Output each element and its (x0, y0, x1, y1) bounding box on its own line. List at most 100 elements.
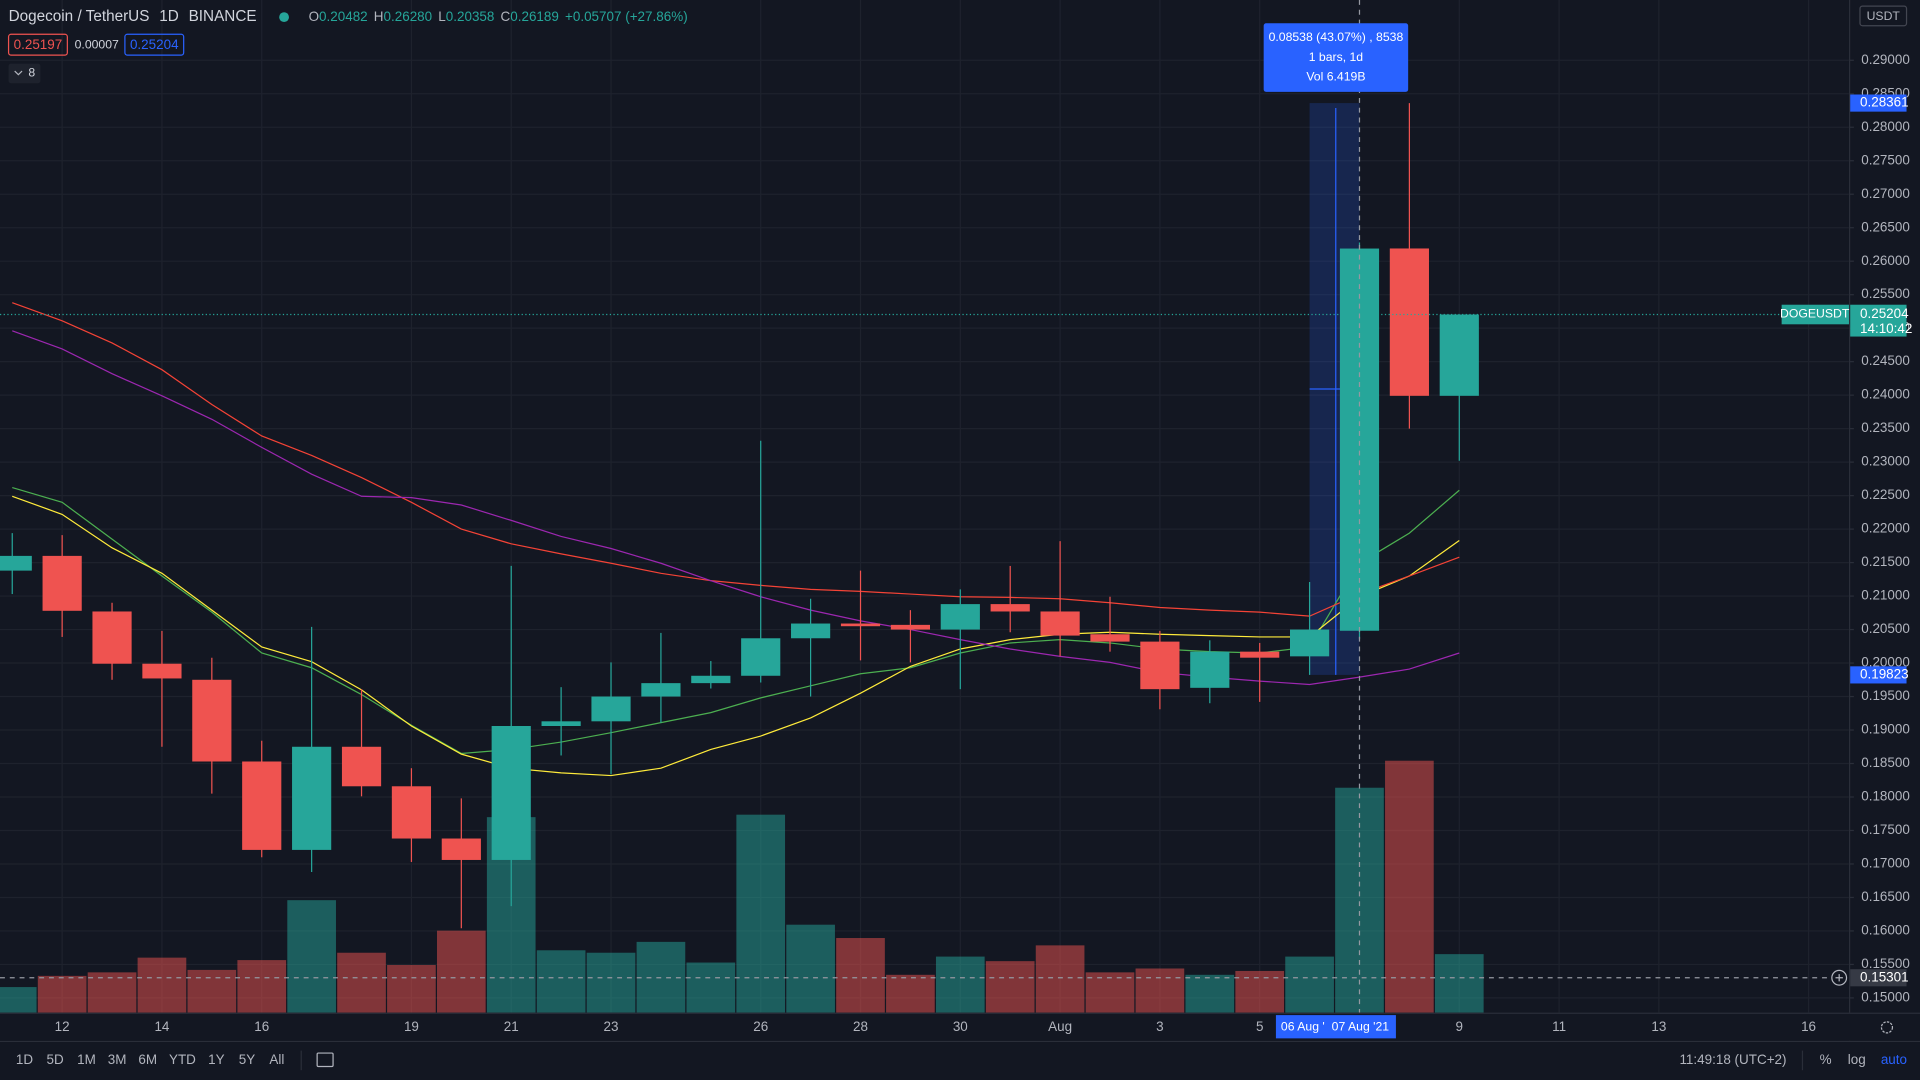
x-tick-label: 30 (953, 1019, 968, 1034)
x-tick-label: Aug (1048, 1019, 1072, 1034)
currency-label: USDT (1867, 9, 1901, 23)
range-button[interactable]: All (269, 1052, 284, 1067)
ohlc-key: H (374, 9, 384, 24)
range-button[interactable]: 5Y (239, 1052, 255, 1067)
y-tick-label: 0.22000 (1861, 521, 1910, 536)
candle-body (1040, 611, 1080, 636)
measure-price-label: 0.28361 (1860, 95, 1909, 110)
candle-body (990, 604, 1030, 612)
exchange: BINANCE (189, 8, 257, 25)
y-tick-label: 0.23000 (1861, 454, 1910, 469)
y-tick-label: 0.21000 (1861, 588, 1910, 603)
indicators-count: 8 (28, 66, 35, 80)
volume-bar (1135, 968, 1185, 1013)
candle-body (1439, 314, 1479, 396)
symbol-title: Dogecoin / TetherUS 1D BINANCE (9, 8, 257, 25)
range-button[interactable]: 1M (77, 1052, 96, 1067)
currency-box (1859, 5, 1908, 27)
candle-body (192, 679, 232, 762)
y-tick-label: 0.18500 (1861, 755, 1910, 770)
indicators-chevron (14, 70, 23, 76)
ohlc-key: C (501, 9, 511, 24)
volume-bar (736, 814, 786, 1013)
indicators-toggle[interactable] (8, 63, 41, 84)
range-button[interactable]: 1D (16, 1052, 33, 1067)
x-tick-label: 14 (154, 1019, 169, 1034)
candle-body (741, 638, 781, 676)
y-tick-label: 0.19000 (1861, 722, 1910, 737)
range-button[interactable]: 1Y (208, 1052, 224, 1067)
y-tick-label: 0.16000 (1861, 923, 1910, 938)
x-tick-label: 28 (853, 1019, 868, 1034)
ohlc-key: L (438, 9, 446, 24)
auto-toggle[interactable]: auto (1881, 1052, 1907, 1067)
symbol: Dogecoin / TetherUS (9, 8, 150, 25)
y-tick-label: 0.17500 (1861, 822, 1910, 837)
candle-body (491, 726, 531, 860)
y-tick-label: 0.27500 (1861, 152, 1910, 167)
x-tick-label: 9 (1456, 1019, 1463, 1034)
candle-body (1389, 248, 1429, 396)
date-range-icon[interactable] (316, 1052, 334, 1068)
countdown-label: 14:10:42 (1860, 321, 1912, 336)
candle-body (42, 555, 82, 611)
range-button[interactable]: 5D (47, 1052, 64, 1067)
volume-bar (337, 952, 386, 1013)
x-tick-label: 5 (1256, 1019, 1263, 1034)
candle-body (940, 604, 980, 630)
y-tick-label: 0.24000 (1861, 387, 1910, 402)
measure-tooltip (1263, 23, 1409, 92)
y-tick-label: 0.29000 (1861, 52, 1910, 67)
ohlc-value: 0.20482 (319, 9, 368, 24)
y-tick-label: 0.18000 (1861, 789, 1910, 804)
y-tick-label: 0.23500 (1861, 420, 1910, 435)
x-tick-label: 26 (753, 1019, 768, 1034)
x-tick-label: 23 (604, 1019, 619, 1034)
volume-bar (1434, 954, 1484, 1013)
range-button[interactable]: 3M (108, 1052, 127, 1067)
candle-body (391, 786, 432, 839)
interval: 1D (159, 8, 179, 25)
candle-body (1290, 629, 1330, 657)
range-button[interactable]: YTD (169, 1052, 196, 1067)
market-status (279, 12, 289, 23)
x-tick-label: 3 (1156, 1019, 1163, 1034)
volume-bar (886, 974, 935, 1013)
percent-toggle[interactable]: % (1820, 1052, 1832, 1067)
volume-bar (935, 956, 985, 1013)
candle-body (691, 675, 731, 684)
log-toggle[interactable]: log (1848, 1052, 1866, 1067)
bid-box[interactable] (7, 33, 68, 56)
x-tick-label: 11 (1552, 1019, 1566, 1034)
y-tick-label: 0.27000 (1861, 186, 1910, 201)
candle-body (341, 746, 382, 787)
y-tick-label: 0.25500 (1861, 286, 1910, 301)
moving-average (12, 495, 1460, 777)
y-tick-label: 0.20000 (1861, 655, 1910, 670)
cursor-date-label: 07 Aug '21 (1332, 1020, 1390, 1034)
volume-bar (1085, 972, 1135, 1013)
x-tick-label: 16 (1801, 1019, 1816, 1034)
candle-body (142, 663, 182, 679)
measure-price-badge (1850, 94, 1907, 112)
y-tick-label: 0.20500 (1861, 621, 1910, 636)
y-tick-label: 0.21500 (1861, 554, 1910, 569)
ask-box[interactable] (124, 33, 185, 56)
volume-bar (287, 900, 336, 1013)
settings-button[interactable] (1880, 1021, 1894, 1034)
last-price-badge (1850, 304, 1907, 337)
range-button[interactable]: 6M (138, 1052, 157, 1067)
crosshair-price-label: 0.15301 (1860, 969, 1909, 984)
add-alert-icon (1835, 974, 1843, 982)
ohlc-legend: O0.20482 H0.26280 L0.20358 C0.26189 +0.05707… (309, 9, 688, 24)
candle-body (791, 623, 831, 639)
last-price-label: 0.25204 (1860, 306, 1909, 321)
ticker-label: DOGEUSDT (1780, 307, 1850, 321)
candle-body (1140, 641, 1180, 690)
candle-body (1339, 248, 1380, 631)
ask-price: 0.25204 (130, 37, 179, 52)
volume-bar (1185, 974, 1235, 1013)
y-tick-label: 0.22500 (1861, 487, 1910, 502)
